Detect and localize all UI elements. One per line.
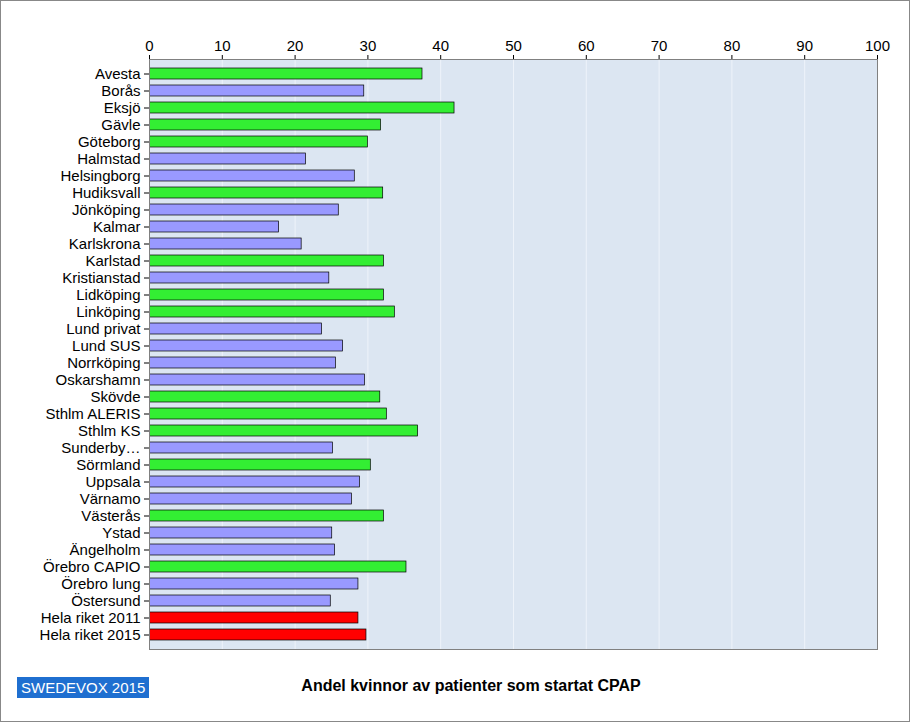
- svg-text:Västerås: Västerås: [81, 507, 140, 524]
- svg-text:Lund SUS: Lund SUS: [72, 337, 140, 354]
- svg-text:Avesta: Avesta: [95, 65, 141, 82]
- svg-text:20: 20: [287, 37, 304, 54]
- svg-text:90: 90: [796, 37, 813, 54]
- svg-text:Gävle: Gävle: [101, 116, 140, 133]
- svg-text:60: 60: [578, 37, 595, 54]
- svg-text:Ystad: Ystad: [102, 524, 140, 541]
- html-text:Andel kvinnor av patienter som: Andel kvinnor av patienter som startat C…: [301, 677, 641, 694]
- svg-text:Sörmland: Sörmland: [76, 456, 140, 473]
- svg-text:Sunderby…: Sunderby…: [61, 439, 140, 456]
- svg-text:Karlskrona: Karlskrona: [69, 235, 141, 252]
- svg-text:Uppsala: Uppsala: [85, 473, 141, 490]
- svg-text:50: 50: [505, 37, 522, 54]
- svg-text:Kalmar: Kalmar: [93, 218, 141, 235]
- svg-text:30: 30: [360, 37, 377, 54]
- svg-text:Lidköping: Lidköping: [76, 286, 140, 303]
- svg-text:80: 80: [724, 37, 741, 54]
- svg-text:Norrköping: Norrköping: [67, 354, 140, 371]
- html-text:SWEDEVOX 2015: SWEDEVOX 2015: [21, 679, 146, 696]
- svg-text:10: 10: [214, 37, 231, 54]
- svg-text:Hudiksvall: Hudiksvall: [72, 184, 140, 201]
- svg-text:Karlstad: Karlstad: [85, 252, 140, 269]
- svg-text:40: 40: [432, 37, 449, 54]
- svg-text:Hela riket 2015: Hela riket 2015: [40, 626, 141, 643]
- svg-text:Borås: Borås: [101, 82, 140, 99]
- svg-text:Jönköping: Jönköping: [72, 201, 140, 218]
- svg-text:Eksjö: Eksjö: [104, 99, 141, 116]
- svg-text:Sthlm KS: Sthlm KS: [78, 422, 141, 439]
- svg-text:0: 0: [145, 37, 153, 54]
- svg-text:Östersund: Östersund: [71, 592, 140, 609]
- svg-text:70: 70: [651, 37, 668, 54]
- svg-text:100: 100: [865, 37, 890, 54]
- svg-text:Värnamo: Värnamo: [80, 490, 141, 507]
- svg-text:Skövde: Skövde: [90, 388, 140, 405]
- svg-text:Helsingborg: Helsingborg: [60, 167, 140, 184]
- svg-text:Örebro lung: Örebro lung: [61, 575, 140, 592]
- svg-text:Göteborg: Göteborg: [78, 133, 141, 150]
- svg-text:Sthlm ALERIS: Sthlm ALERIS: [45, 405, 140, 422]
- svg-text:Örebro CAPIO: Örebro CAPIO: [43, 558, 141, 575]
- svg-text:Halmstad: Halmstad: [77, 150, 140, 167]
- svg-text:Kristianstad: Kristianstad: [62, 269, 140, 286]
- svg-text:Ängelholm: Ängelholm: [70, 541, 141, 558]
- svg-text:Oskarshamn: Oskarshamn: [55, 371, 140, 388]
- svg-text:Linköping: Linköping: [76, 303, 140, 320]
- svg-text:Lund privat: Lund privat: [66, 320, 141, 337]
- svg-text:Hela riket 2011: Hela riket 2011: [41, 609, 141, 626]
